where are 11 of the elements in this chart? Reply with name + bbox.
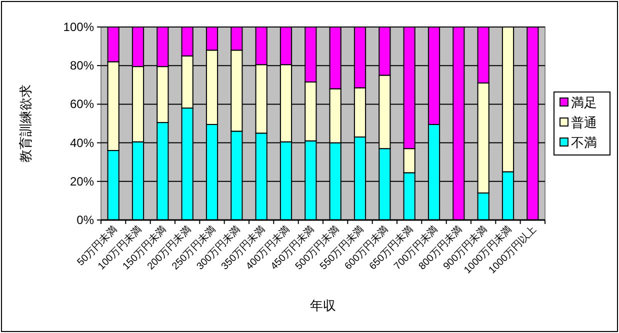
y-tick-label: 0% <box>76 213 94 227</box>
y-tick-label: 20% <box>70 174 94 188</box>
y-tick-label: 40% <box>70 136 94 150</box>
y-axis-title: 教育訓練欲求 <box>18 84 33 162</box>
legend-label: 普通 <box>571 115 597 130</box>
legend-label: 不満 <box>571 135 597 150</box>
y-tick-label: 60% <box>70 97 94 112</box>
x-axis-title: 年収 <box>310 298 336 313</box>
y-tick-label: 100% <box>63 20 94 34</box>
legend-label: 満足 <box>571 95 597 110</box>
y-tick-label: 80% <box>70 58 94 73</box>
